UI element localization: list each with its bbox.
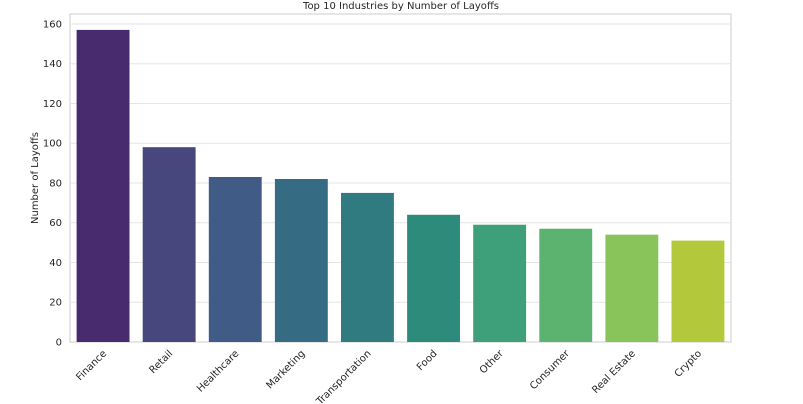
x-tick-label: Other <box>478 348 506 376</box>
y-tick-label: 0 <box>56 338 62 349</box>
y-tick-label: 20 <box>49 298 62 309</box>
bar-real-estate <box>605 234 659 342</box>
x-tick-label: Finance <box>74 348 109 383</box>
x-tick-label: Crypto <box>673 348 704 379</box>
x-tick-label: Food <box>415 348 440 373</box>
bar-finance <box>76 29 130 343</box>
bar-retail <box>142 147 196 342</box>
bar-transportation <box>341 192 394 342</box>
bar-crypto <box>671 240 725 342</box>
bars <box>76 29 725 343</box>
y-tick-label: 140 <box>43 59 62 70</box>
y-tick-label: 80 <box>49 178 62 189</box>
x-axis-ticks: Finance Retail Healthcare Marketing Transpor… <box>74 348 704 404</box>
y-axis-label: Number of Layoffs <box>30 132 41 224</box>
y-axis-ticks: 0 20 40 60 80 100 120 140 160 <box>43 19 62 348</box>
bar-other <box>473 224 527 342</box>
y-tick-label: 40 <box>49 258 62 269</box>
chart-title: Top 10 Industries by Number of Layoffs <box>302 1 499 12</box>
x-tick-label: Real Estate <box>590 348 638 396</box>
bar-food <box>407 214 460 342</box>
y-tick-label: 100 <box>43 139 62 150</box>
x-tick-label: Healthcare <box>195 348 241 394</box>
y-tick-label: 60 <box>49 218 62 229</box>
bar-consumer <box>539 228 593 342</box>
x-tick-label: Transportation <box>314 348 374 404</box>
x-tick-label: Marketing <box>264 348 307 391</box>
y-tick-label: 160 <box>43 19 62 30</box>
bar-healthcare <box>208 177 262 342</box>
bar-marketing <box>274 178 328 342</box>
y-tick-label: 120 <box>43 99 62 110</box>
x-tick-label: Retail <box>148 348 176 376</box>
x-tick-label: Consumer <box>528 348 572 392</box>
